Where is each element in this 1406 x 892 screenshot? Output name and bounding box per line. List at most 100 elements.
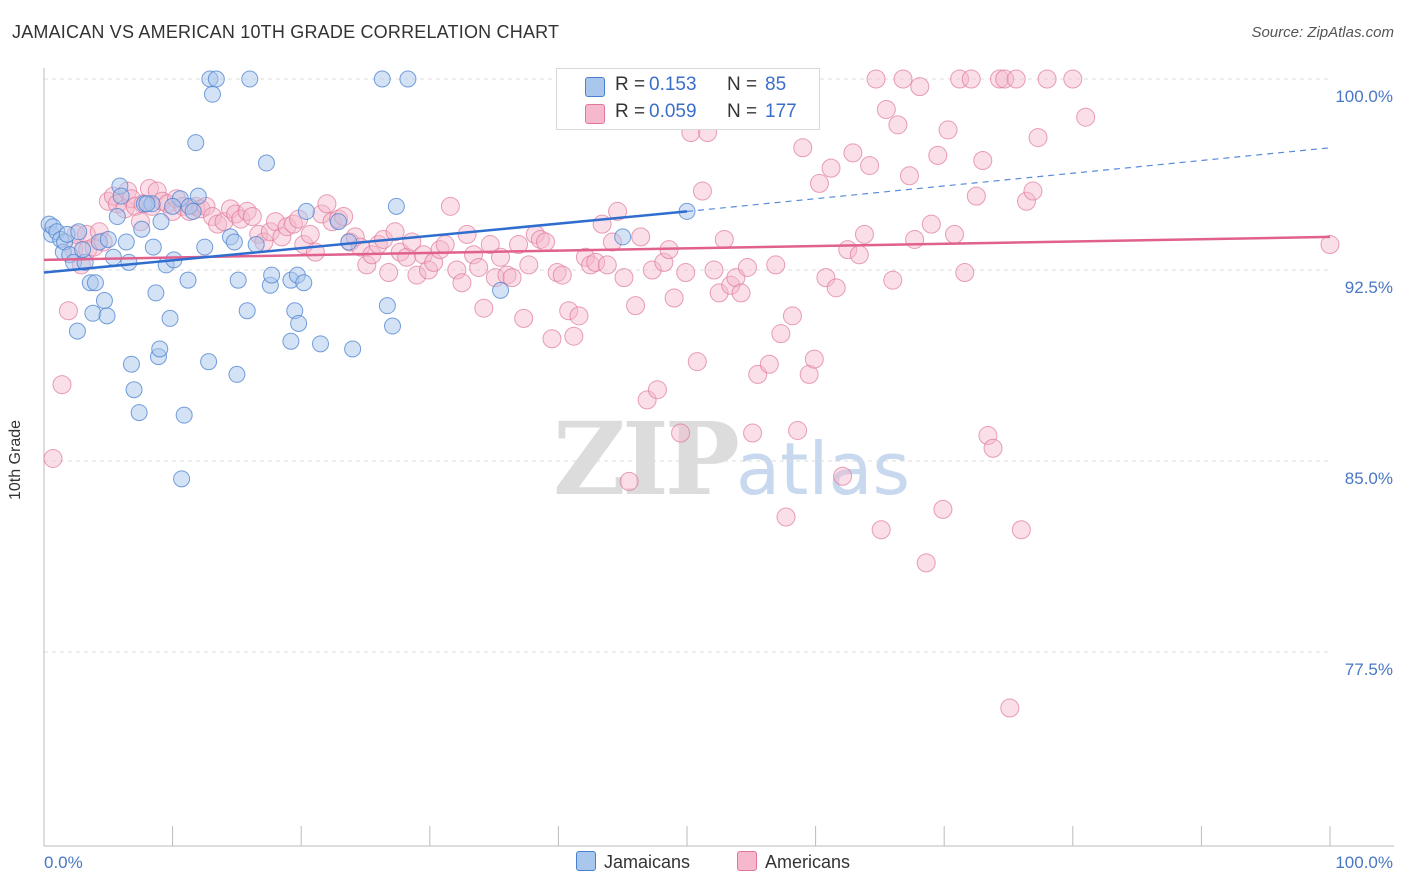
american-point bbox=[631, 227, 651, 247]
jamaican-point bbox=[384, 317, 402, 335]
jamaican-point bbox=[95, 292, 113, 310]
american-point bbox=[626, 296, 646, 316]
jamaican-point bbox=[297, 202, 315, 220]
american-point bbox=[1037, 69, 1057, 89]
american-point bbox=[816, 268, 836, 288]
jamaican-point bbox=[290, 314, 308, 332]
legend-item-americans[interactable]: Americans bbox=[737, 851, 850, 873]
american-point bbox=[237, 201, 257, 221]
jamaicans-trend-line bbox=[43, 210, 688, 274]
y-tick-label: 85.0% bbox=[1344, 469, 1393, 488]
jamaican-point bbox=[399, 70, 417, 88]
jamaican-point bbox=[311, 335, 329, 353]
stats-box: R = 0.153 N = 85 R = 0.059 N = 177 bbox=[556, 68, 820, 130]
american-point bbox=[614, 268, 634, 288]
jamaican-point bbox=[282, 332, 300, 350]
jamaican-point bbox=[228, 365, 246, 383]
american-point bbox=[519, 255, 539, 275]
american-point bbox=[704, 260, 724, 280]
y-tick-label: 77.5% bbox=[1344, 660, 1393, 679]
y-tick-label: 92.5% bbox=[1344, 278, 1393, 297]
american-point bbox=[407, 265, 427, 285]
american-point bbox=[509, 235, 529, 255]
american-point bbox=[435, 235, 455, 255]
american-point bbox=[899, 166, 919, 186]
jamaican-point bbox=[492, 281, 510, 299]
chart-title: JAMAICAN VS AMERICAN 10TH GRADE CORRELAT… bbox=[12, 22, 560, 42]
american-point bbox=[776, 507, 796, 527]
jamaicans-trend-extension bbox=[686, 147, 1331, 213]
american-point bbox=[714, 229, 734, 249]
american-point bbox=[231, 209, 251, 229]
american-point bbox=[843, 143, 863, 163]
american-point bbox=[709, 283, 729, 303]
american-point bbox=[440, 196, 460, 216]
american-point bbox=[966, 186, 986, 206]
american-point bbox=[385, 222, 405, 242]
jamaican-point bbox=[295, 274, 313, 292]
american-point bbox=[564, 326, 584, 346]
american-point bbox=[1011, 520, 1031, 540]
american-point bbox=[226, 204, 246, 224]
jamaican-point bbox=[108, 208, 126, 226]
jamaicans-points bbox=[40, 70, 696, 488]
american-point bbox=[793, 138, 813, 158]
r-value: 0.153 bbox=[649, 74, 697, 95]
legend-item-jamaicans[interactable]: Jamaicans bbox=[576, 851, 690, 873]
jamaican-point bbox=[152, 213, 170, 231]
american-point bbox=[569, 306, 589, 326]
american-point bbox=[938, 120, 958, 140]
american-point bbox=[766, 255, 786, 275]
source-label: Source: ZipAtlas.com bbox=[1251, 24, 1394, 41]
r-value: 0.059 bbox=[649, 101, 697, 122]
jamaican-point bbox=[98, 307, 116, 325]
american-point bbox=[452, 273, 472, 293]
american-point bbox=[950, 69, 970, 89]
american-point bbox=[317, 194, 337, 214]
jamaican-point bbox=[229, 271, 247, 289]
n-value: 177 bbox=[765, 101, 797, 122]
american-point bbox=[214, 212, 234, 232]
american-point bbox=[866, 69, 886, 89]
american-point bbox=[1000, 698, 1020, 718]
american-point bbox=[1063, 69, 1083, 89]
american-point bbox=[809, 173, 829, 193]
american-point bbox=[973, 150, 993, 170]
american-point bbox=[782, 306, 802, 326]
american-point bbox=[647, 380, 667, 400]
r-label: R = bbox=[615, 101, 646, 122]
american-point bbox=[989, 69, 1009, 89]
jamaican-point bbox=[138, 195, 156, 213]
watermark-atlas: atlas bbox=[735, 427, 910, 511]
american-point bbox=[849, 245, 869, 265]
american-point bbox=[883, 270, 903, 290]
jamaican-point bbox=[130, 404, 148, 422]
american-point bbox=[921, 214, 941, 234]
jamaican-point bbox=[68, 322, 86, 340]
american-point bbox=[530, 229, 550, 249]
american-point bbox=[619, 471, 639, 491]
american-point bbox=[480, 235, 500, 255]
jamaican-point bbox=[184, 202, 202, 220]
jamaican-point bbox=[378, 297, 396, 315]
jamaican-point bbox=[151, 340, 169, 358]
american-point bbox=[804, 349, 824, 369]
american-point bbox=[1076, 107, 1096, 127]
american-point bbox=[893, 69, 913, 89]
trend-lines bbox=[43, 147, 1331, 274]
jamaican-point bbox=[173, 470, 191, 488]
american-point bbox=[272, 227, 292, 247]
legend-label-americans: Americans bbox=[765, 852, 851, 872]
american-point bbox=[642, 260, 662, 280]
jamaican-point bbox=[122, 355, 140, 373]
legend-swatch-americans bbox=[737, 851, 757, 871]
american-point bbox=[300, 224, 320, 244]
american-point bbox=[876, 100, 896, 120]
jamaican-point bbox=[175, 406, 193, 424]
american-point bbox=[457, 224, 477, 244]
american-point bbox=[1028, 128, 1048, 148]
x-tick-label-right: 100.0% bbox=[1335, 853, 1393, 872]
american-point bbox=[58, 301, 78, 321]
american-point bbox=[737, 257, 757, 277]
jamaican-point bbox=[189, 187, 207, 205]
